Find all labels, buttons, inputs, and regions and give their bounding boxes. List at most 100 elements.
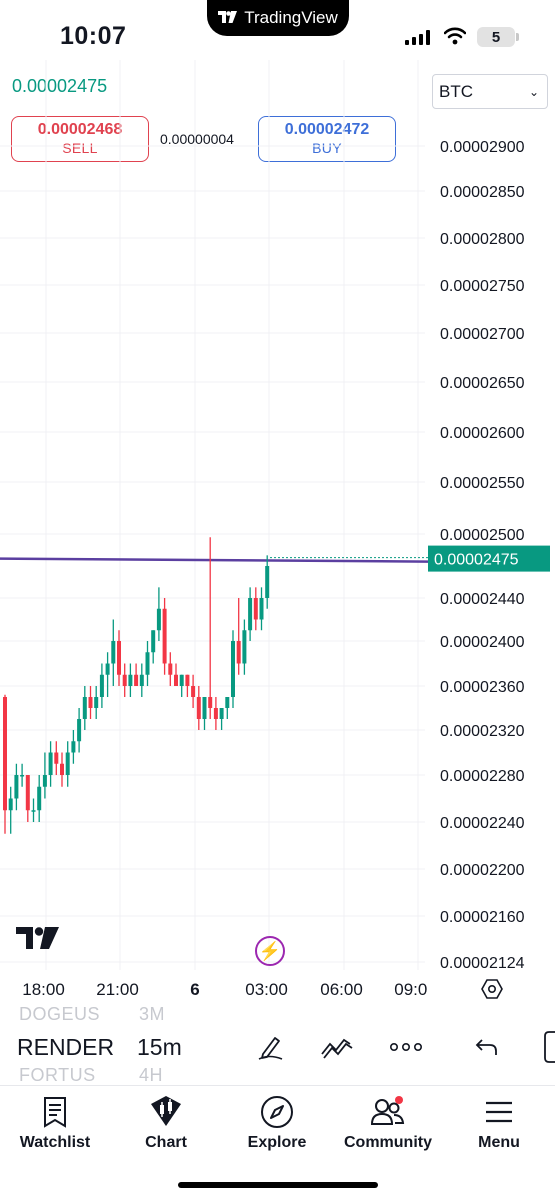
candle-body [99,674,104,697]
price-axis-label: 0.00002750 [440,278,525,295]
tab-watchlist[interactable]: Watchlist [0,1094,110,1152]
price-chart[interactable]: 0.00002900 0.00002850 0.00002800 0.00002750… [0,60,555,975]
price-axis-label: 0.00002360 [440,679,525,696]
menu-icon [444,1094,554,1130]
candle-body [3,697,7,811]
price-axis-label: 0.00002800 [440,231,525,248]
candle-body [25,775,30,811]
candle-body [48,752,53,775]
wifi-icon [444,27,466,45]
next-symbol[interactable]: FORTUS [19,1065,96,1085]
status-bar: 10:07 TradingView 5 [0,0,555,70]
more-button[interactable] [389,1030,423,1064]
candle-body [71,741,76,753]
sell-label: SELL [62,140,98,156]
axis-settings-icon[interactable] [480,977,504,1001]
price-axis-label: 0.00002650 [440,375,525,392]
candle-body [14,775,19,799]
price-axis-label: 0.00002850 [440,184,525,201]
candle-body [174,674,178,686]
community-icon [333,1094,443,1130]
candle-body [134,674,139,686]
price-axis-label: 0.00002900 [440,139,525,156]
price-axis-label: 0.00002400 [440,634,525,651]
chart-icon [111,1094,221,1130]
candle-body [111,641,116,664]
tab-chart[interactable]: Chart [111,1094,221,1152]
candle-body [248,598,253,631]
tab-explore[interactable]: Explore [222,1094,332,1152]
candle-body [236,641,241,664]
fullscreen-icon [544,1031,555,1063]
current-price-label: 0.00002475 [434,552,519,569]
buy-price: 0.00002472 [284,121,370,138]
tab-label: Chart [145,1134,187,1151]
tab-menu[interactable]: Menu [444,1094,554,1152]
candle-body [31,810,36,812]
candle-body [242,630,247,664]
candle-body [202,697,207,719]
candle-body [82,697,87,719]
candle-body [253,598,258,620]
candle-body [259,598,264,620]
bottom-tab-bar: Watchlist Chart Explore Community Menu [0,1085,555,1200]
candle-body [60,763,64,775]
candle-body [179,674,184,686]
buy-button[interactable]: 0.00002472 BUY [258,116,396,162]
candle-body [122,674,127,686]
candle-body [139,674,144,686]
tab-community[interactable]: Community [333,1094,443,1152]
price-axis-label: 0.00002160 [440,909,525,926]
sell-button[interactable]: 0.00002468 SELL [11,116,149,162]
indicators-button[interactable] [320,1030,354,1064]
time-axis-label: 6 [190,980,200,999]
candle-body [151,630,156,653]
flash-icon[interactable]: ⚡ [255,936,285,966]
tab-label: Explore [247,1134,307,1151]
symbol-picker[interactable]: RENDER [17,1034,115,1060]
candle-body [94,697,99,708]
candle-body [213,708,218,719]
candle-body [117,641,121,675]
chevron-down-icon: ⌄ [528,84,539,99]
horizontal-line [0,557,429,563]
island-label: TradingView [244,8,338,27]
candle-body [54,752,59,764]
drawing-tool-button[interactable] [253,1030,287,1064]
clock: 10:07 [60,22,127,50]
tradingview-logo-icon [218,10,238,27]
prev-interval[interactable]: 3M [139,1004,166,1024]
candle-body [168,663,173,675]
undo-button[interactable] [470,1030,504,1064]
fullscreen-button[interactable] [532,1030,555,1064]
tradingview-watermark-icon [16,927,60,954]
compass-icon [222,1094,332,1130]
dynamic-island: TradingView [207,0,349,36]
indicators-icon [321,1038,353,1059]
candle-body [191,686,196,697]
candle-body [156,608,161,631]
prev-symbol[interactable]: DOGEUS [19,1004,101,1024]
price-axis-label: 0.00002500 [440,527,525,544]
next-interval[interactable]: 4H [139,1065,164,1085]
price-axis-label: 0.00002700 [440,326,525,343]
price-axis-label: 0.00002280 [440,768,525,785]
symbol-toolbar: DOGEUS 3M RENDER 15m FORTUS 4H [0,1003,555,1085]
quote-currency-select[interactable]: BTC ⌄ [432,74,548,109]
candle-body [185,674,190,686]
interval-picker[interactable]: 15m [137,1034,182,1060]
tab-label: Menu [478,1134,520,1151]
candle-body [42,775,47,787]
cell-signal-icon [405,30,430,45]
candle-body [265,566,270,598]
tab-label: Watchlist [19,1134,91,1151]
buy-label: BUY [312,140,342,156]
candle-body [37,786,42,811]
spread-value: 0.00000004 [160,131,234,147]
undo-icon [475,1039,497,1055]
candle-body [219,708,224,719]
price-axis-label: 0.00002240 [440,815,525,832]
candle-body [162,608,167,664]
time-axis-label: 09:00 [394,980,428,999]
sell-price: 0.00002468 [37,121,123,138]
